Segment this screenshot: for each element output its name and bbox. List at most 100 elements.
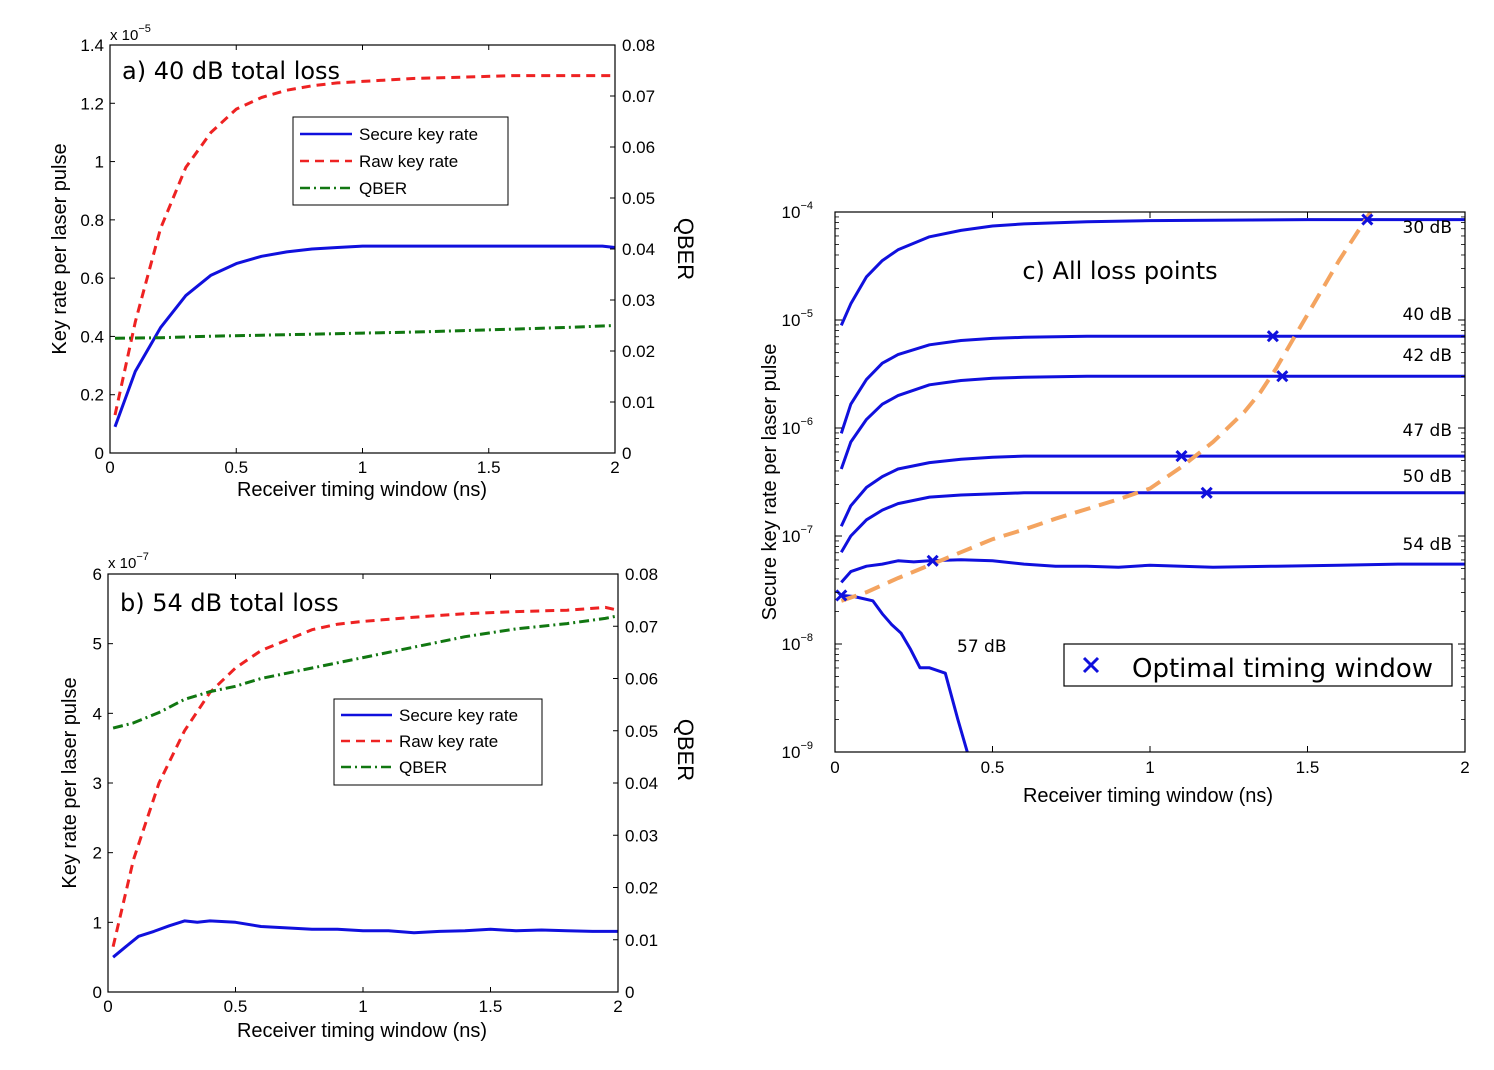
panel-b-y-tick-label: 4 xyxy=(93,704,102,723)
panel-c-plot-area xyxy=(839,212,1465,752)
panel-c-curve-label-30-db: 30 dB xyxy=(1403,218,1453,238)
panel-c-x-tick-label: 0.5 xyxy=(981,758,1005,777)
panel-c-series-40-db xyxy=(839,334,1465,434)
panel-c-series-30-db xyxy=(839,218,1465,327)
panel-c-curve-label-54-db: 54 dB xyxy=(1403,535,1453,555)
panel-b-y2-tick-label: 0.06 xyxy=(625,670,658,689)
panel-a-series-secure-key-rate xyxy=(113,244,616,428)
panel-a-y2-tick-label: 0.04 xyxy=(622,240,655,259)
panel-a-legend-label-raw: Raw key rate xyxy=(359,152,458,171)
panel-b-series-secure-key-rate xyxy=(112,919,618,959)
panel-c-curve-label-40-db: 40 dB xyxy=(1403,305,1453,325)
panel-c-series-57-db xyxy=(841,593,969,752)
panel-b-x-tick-label: 1 xyxy=(358,997,367,1016)
panel-c: c) All loss points Receiver timing windo… xyxy=(759,200,1470,807)
panel-a-legend: Secure key rate Raw key rate QBER xyxy=(292,116,509,206)
panel-a-series-raw-key-rate xyxy=(113,74,615,416)
panel-b-y2-tick-label: 0.07 xyxy=(625,617,658,636)
panel-b-y-axis-label: Key rate per laser pulse xyxy=(59,677,81,888)
panel-c-series-50-db xyxy=(840,491,1465,553)
panel-c-optimal-curve xyxy=(840,212,1373,603)
panel-c-series-54-db xyxy=(840,558,1465,584)
panel-c-optimal-marker-47-db xyxy=(1175,450,1188,463)
panel-c-y-axis-label: Secure key rate per laser pulse xyxy=(759,344,781,621)
panel-a-legend-label-secure: Secure key rate xyxy=(359,125,478,144)
panel-a-y2-tick-label: 0.05 xyxy=(622,189,655,208)
panel-c-y-tick-label: 10−4 xyxy=(782,200,813,222)
panel-c-legend-marker xyxy=(1082,656,1100,674)
panel-c-x-axis-label: Receiver timing window (ns) xyxy=(1023,785,1273,807)
panel-c-optimal-marker-30-db xyxy=(1361,213,1374,226)
panel-b-x-tick-label: 0.5 xyxy=(224,997,248,1016)
panel-a-x-axis-label: Receiver timing window (ns) xyxy=(237,479,487,501)
panel-c-y-tick-label: 10−5 xyxy=(782,308,813,330)
panel-c-series-47-db xyxy=(839,454,1465,527)
panel-a-y2-tick-label: 0.08 xyxy=(622,36,655,55)
panel-a-y2-tick-label: 0.03 xyxy=(622,291,655,310)
panel-c-x-tick-label: 1 xyxy=(1145,758,1154,777)
panel-b-x-tick-label: 2 xyxy=(613,997,622,1016)
panel-b-series-raw-key-rate xyxy=(111,605,619,948)
panel-b-y2-tick-label: 0.08 xyxy=(625,565,658,584)
panel-a-x-tick-label: 1.5 xyxy=(477,458,501,477)
panel-b-y2-tick-label: 0.05 xyxy=(625,722,658,741)
panel-c-title: c) All loss points xyxy=(1022,257,1217,285)
panel-a-y-tick-label: 1.2 xyxy=(80,94,104,113)
panel-c-legend-label: Optimal timing window xyxy=(1132,654,1433,684)
panel-b-legend-box xyxy=(333,698,543,786)
panel-b-legend: Secure key rate Raw key rate QBER xyxy=(333,698,543,786)
panel-a-y-tick-label: 1 xyxy=(95,153,104,172)
panel-c-curve-label-57-db: 57 dB xyxy=(957,637,1007,657)
panel-b-multiplier: x 10−7 xyxy=(108,551,149,572)
panel-c-optimal-marker-57-db xyxy=(835,589,848,602)
panel-c-optimal-marker-40-db xyxy=(1266,330,1279,343)
panel-b-y-tick-label: 6 xyxy=(93,565,102,584)
panel-b-y-tick-label: 0 xyxy=(93,983,102,1002)
panel-c-x-tick-label: 2 xyxy=(1460,758,1469,777)
panel-a-legend-label-qber: QBER xyxy=(359,179,407,198)
panel-c-curve-label-47-db: 47 dB xyxy=(1403,421,1453,441)
panel-b-legend-label-secure: Secure key rate xyxy=(399,706,518,725)
panel-a-x-tick-label: 2 xyxy=(610,458,619,477)
panel-c-legend-box xyxy=(1063,643,1453,687)
panel-c-y-tick-label: 10−6 xyxy=(782,416,813,438)
panel-b-y2-tick-label: 0.04 xyxy=(625,774,658,793)
panel-b-y2-tick-label: 0.02 xyxy=(625,879,658,898)
panel-a-y-tick-label: 0.2 xyxy=(80,386,104,405)
panel-c-optimal-marker-50-db xyxy=(1200,486,1213,499)
panel-c-y-tick-label: 10−8 xyxy=(782,632,813,654)
panel-a-y2-axis-label: QBER xyxy=(673,218,698,280)
panel-c-y-tick-label: 10−7 xyxy=(782,524,813,546)
panel-a-y2-tick-label: 0.01 xyxy=(622,393,655,412)
panel-a-x-tick-label: 1 xyxy=(358,458,367,477)
panel-b-y2-axis-label: QBER xyxy=(673,719,698,781)
panel-b-y-tick-label: 1 xyxy=(93,913,102,932)
panel-c-x-tick-label: 1.5 xyxy=(1296,758,1320,777)
panel-a-title: a) 40 dB total loss xyxy=(122,57,340,85)
panel-a-y2-tick-label: 0.02 xyxy=(622,342,655,361)
panel-a-y-tick-label: 0 xyxy=(95,444,104,463)
panel-b-legend-label-qber: QBER xyxy=(399,758,447,777)
panel-a-y-tick-label: 0.4 xyxy=(80,327,104,346)
panel-a: x 10−5 a) 40 dB total loss Receiver timi… xyxy=(49,23,698,501)
panel-c-x-tick-label: 0 xyxy=(830,758,839,777)
panel-b-x-tick-label: 0 xyxy=(103,997,112,1016)
panel-b-y-tick-label: 5 xyxy=(93,635,102,654)
panel-c-curve-label-42-db: 42 dB xyxy=(1403,346,1453,366)
panel-a-y2-tick-label: 0.06 xyxy=(622,138,655,157)
panel-a-y-tick-label: 0.6 xyxy=(80,269,104,288)
panel-b-y-tick-label: 2 xyxy=(93,844,102,863)
panel-a-legend-box xyxy=(292,116,509,206)
panel-a-y-tick-label: 0.8 xyxy=(80,211,104,230)
panel-a-y2-tick-label: 0 xyxy=(622,444,631,463)
panel-b-x-tick-label: 1.5 xyxy=(479,997,503,1016)
panel-b-y2-tick-label: 0 xyxy=(625,983,634,1002)
panel-c-y-tick-label: 10−9 xyxy=(782,740,813,762)
panel-a-y-axis-label: Key rate per laser pulse xyxy=(49,143,71,354)
panel-c-optimal-marker-54-db xyxy=(926,554,939,567)
panel-a-series-qber xyxy=(114,324,616,340)
panel-a-y2-tick-label: 0.07 xyxy=(622,87,655,106)
panel-a-x-tick-label: 0 xyxy=(105,458,114,477)
panel-b: x 10−7 b) 54 dB total loss Receiver timi… xyxy=(59,551,698,1042)
